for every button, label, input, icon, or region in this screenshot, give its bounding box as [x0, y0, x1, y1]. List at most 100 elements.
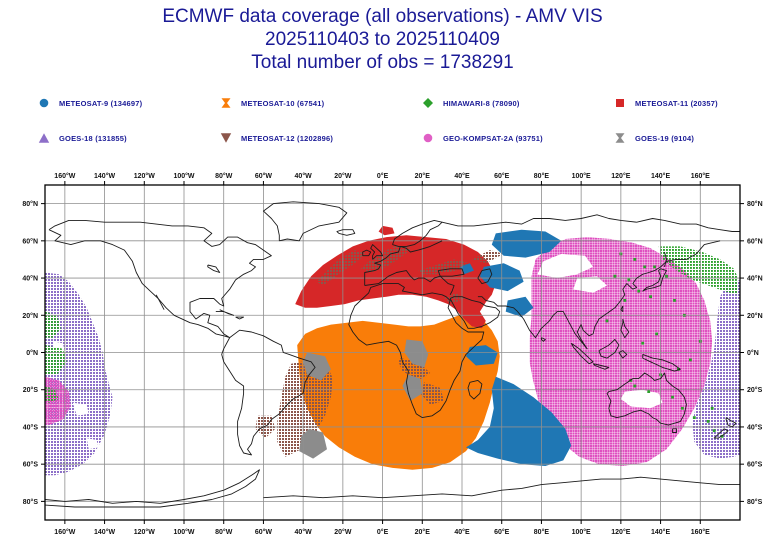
coverage-dot-himawari8	[665, 274, 668, 278]
coverage-dot-himawari8	[655, 332, 658, 336]
lon-tick-label-top: 40°W	[295, 172, 313, 180]
coastline	[477, 268, 493, 285]
coverage-dot-himawari8	[692, 416, 696, 419]
legend-marker-bowtie-icon	[615, 133, 625, 143]
coastline	[592, 363, 610, 370]
coastline	[620, 318, 630, 339]
lon-tick-label-top: 100°W	[173, 172, 194, 180]
lon-tick-label-top: 120°E	[611, 172, 630, 180]
lon-tick-label-top: 140°W	[94, 172, 115, 180]
coastline	[44, 469, 260, 508]
coverage-himawari8-dateline-3	[45, 386, 59, 403]
coverage-dot-himawari8	[689, 358, 692, 362]
coastline	[348, 283, 485, 419]
lon-tick-label-top: 20°W	[334, 172, 352, 180]
legend-label-geo-kompsat-2a: GEO-KOMPSAT-2A (93751)	[443, 133, 543, 143]
coastline	[336, 229, 356, 236]
legend-item-himawari-8: HIMAWARI-8 (78090)	[422, 97, 520, 109]
legend-marker-diamond-icon	[423, 98, 433, 108]
legend-item-goes-19: GOES-19 (9104)	[614, 132, 694, 144]
legend-marker-circle-icon	[423, 133, 433, 143]
coverage-hole-central-asia-2	[573, 276, 607, 293]
lon-tick-label-top: 80°W	[215, 172, 233, 180]
coastline	[642, 353, 681, 372]
lon-tick-label-bottom: 20°W	[334, 528, 352, 536]
coverage-dot-himawari8	[647, 390, 651, 393]
coverage-dot-himawari8	[627, 278, 631, 282]
coverage-meteosat12-levant	[444, 292, 464, 305]
coastline	[362, 249, 372, 257]
lat-tick-label-right: 0°N	[747, 349, 759, 357]
coverage-meteosat12-west-europe	[360, 244, 413, 273]
coverage-goes19-sw-atlantic	[299, 428, 327, 459]
coastline	[262, 201, 348, 242]
legend-label-himawari-8: HIMAWARI-8 (78090)	[443, 98, 520, 108]
legend-item-goes-18: GOES-18 (131855)	[38, 132, 127, 144]
legend-marker-triangle-up-icon	[38, 133, 50, 143]
coverage-meteosat11-north-patch	[378, 225, 395, 236]
lon-tick-label-bottom: 20°E	[415, 528, 431, 536]
lat-tick-label-left: 20°N	[22, 312, 38, 320]
legend-item-geo-kompsat-2a: GEO-KOMPSAT-2A (93751)	[422, 132, 543, 144]
lon-tick-label-bottom: 60°W	[255, 528, 273, 536]
coverage-dot-himawari8	[710, 406, 714, 410]
coverage-dot-himawari8	[712, 429, 716, 433]
legend-item-meteosat-11: METEOSAT-11 (20357)	[614, 97, 718, 109]
coastline	[364, 240, 443, 286]
coverage-dot-himawari8	[605, 319, 609, 323]
lat-tick-label-right: 80°N	[747, 200, 763, 208]
coastline	[598, 339, 620, 359]
coastline	[364, 270, 455, 296]
legend-label-meteosat-11: METEOSAT-11 (20357)	[635, 98, 718, 108]
coastline	[215, 309, 235, 316]
lon-tick-label-bottom: 100°E	[572, 528, 591, 536]
legend-label-goes-19: GOES-19 (9104)	[635, 133, 695, 143]
lat-tick-label-right: 20°N	[747, 312, 763, 320]
coastline	[642, 268, 667, 292]
legend-label-meteosat-9: METEOSAT-9 (134697)	[59, 98, 143, 108]
lon-tick-label-top: 0°E	[377, 172, 389, 180]
coastline	[477, 240, 721, 350]
coverage-dot-himawari8	[641, 341, 645, 345]
coverage-dot-himawari8	[633, 384, 637, 388]
title-line-1: ECMWF data coverage (all observations) -…	[162, 6, 603, 27]
lat-tick-label-left: 60°S	[23, 461, 39, 469]
lat-tick-label-left: 20°S	[23, 386, 39, 394]
legend-marker-circle-icon	[39, 98, 49, 108]
coastline	[664, 251, 667, 268]
lon-tick-label-bottom: 160°W	[54, 528, 75, 536]
coverage-dot-himawari8	[706, 420, 710, 423]
legend: METEOSAT-9 (134697) METEOSAT-10 (67541) HI…	[0, 0, 765, 160]
coastline	[441, 214, 740, 232]
lon-tick-label-bottom: 140°W	[94, 528, 115, 536]
coastline	[221, 329, 316, 456]
lon-tick-label-top: 160°W	[54, 172, 75, 180]
legend-marker-square-icon	[616, 99, 624, 107]
coverage-himawari8-nw-pacific	[658, 246, 738, 295]
lat-tick-label-right: 60°N	[747, 237, 763, 245]
lon-tick-label-top: 80°E	[534, 172, 550, 180]
coverage-himawari8-dateline-1	[45, 311, 61, 338]
title-line-3: Total number of obs = 1738291	[251, 52, 514, 73]
lat-tick-label-left: 40°N	[22, 275, 38, 283]
coverage-hole-central-asia-1	[537, 253, 594, 279]
coverage-meteosat12-ne	[471, 250, 504, 264]
lat-tick-label-right: 60°S	[747, 461, 763, 469]
lon-tick-label-top: 60°E	[494, 172, 510, 180]
coastline	[618, 350, 628, 359]
lat-tick-label-left: 0°N	[26, 349, 38, 357]
coastline	[570, 342, 594, 365]
coastline	[437, 268, 465, 277]
coverage-dot-himawari8	[720, 434, 724, 438]
coverage-dot-himawari8	[671, 395, 674, 399]
coverage-meteosat9-indian-ocean	[466, 376, 572, 466]
lat-tick-label-left: 80°S	[23, 498, 39, 506]
coverage-hole-pacific-3	[86, 438, 99, 450]
coverage-dot-himawari8	[623, 299, 627, 302]
coverage-meteosat12-sw-atlantic	[277, 359, 333, 457]
coverage-dot-himawari8	[637, 289, 641, 293]
lon-tick-label-bottom: 100°W	[173, 528, 194, 536]
lat-tick-label-right: 20°S	[747, 386, 763, 394]
coastline	[725, 417, 737, 428]
lat-tick-label-left: 40°S	[23, 423, 39, 431]
